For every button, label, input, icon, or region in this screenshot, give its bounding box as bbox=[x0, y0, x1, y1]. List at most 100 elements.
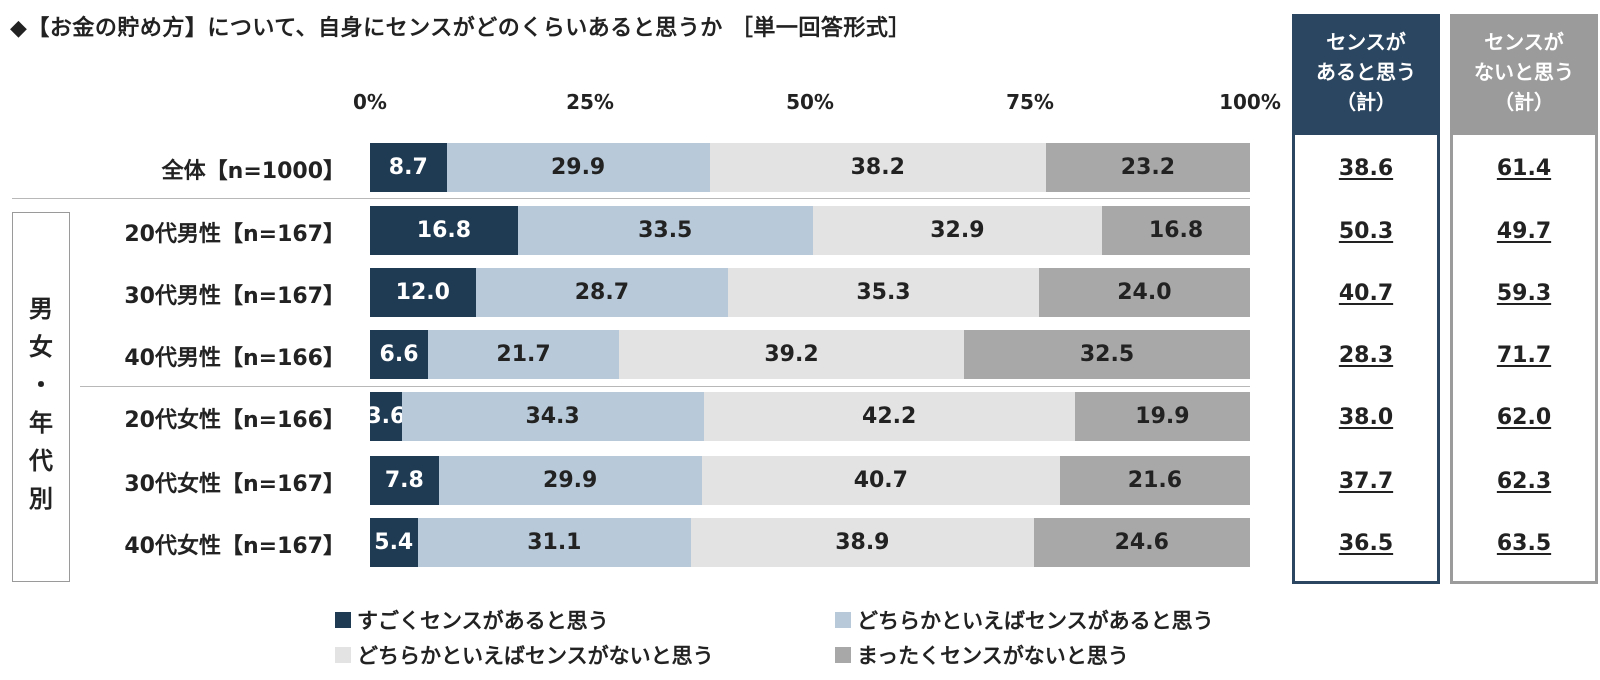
group-label-char: 女 bbox=[29, 333, 53, 361]
chart-title: ◆【お金の貯め方】について、自身にセンスがどのくらいあると思うか ［単一回答形式… bbox=[10, 16, 911, 41]
category-label: 30代男性【n=167】 bbox=[124, 284, 345, 309]
bar-segment: 39.2 bbox=[619, 330, 964, 379]
summary-header-line: （計） bbox=[1494, 90, 1554, 114]
separator-gender bbox=[80, 386, 1250, 387]
bar-segment: 32.9 bbox=[812, 206, 1103, 255]
bar-value-label: 39.2 bbox=[764, 342, 819, 367]
summary-value: 62.0 bbox=[1496, 405, 1552, 430]
bar-value-label: 7.8 bbox=[384, 468, 424, 493]
bar-segment: 38.2 bbox=[709, 143, 1046, 192]
x-tick-label: 100% bbox=[1219, 90, 1281, 114]
summary-column-no: センスが ないと思う （計） 61.4 49.7 59.3 71.7 62.0 62.3 63.… bbox=[1450, 14, 1598, 584]
summary-header-line: あると思う bbox=[1316, 60, 1416, 84]
bar-value-label: 21.6 bbox=[1127, 468, 1183, 493]
summary-value: 59.3 bbox=[1496, 281, 1552, 306]
legend-label: どちらかといえばセンスがあると思う bbox=[857, 609, 1214, 633]
legend-label: まったくセンスがないと思う bbox=[857, 644, 1129, 668]
bar-value-label: 35.3 bbox=[856, 280, 911, 305]
group-label: 男女・年代別 bbox=[12, 290, 70, 518]
summary-value: 38.0 bbox=[1338, 405, 1394, 430]
bar-segment: 28.7 bbox=[475, 268, 729, 317]
summary-value: 37.7 bbox=[1338, 469, 1394, 494]
bar-segment: 35.3 bbox=[728, 268, 1039, 317]
bar-value-label: 29.9 bbox=[543, 468, 598, 493]
bar-segment: 21.7 bbox=[428, 330, 620, 379]
x-tick-label: 25% bbox=[566, 90, 614, 114]
bar-segment: 8.7 bbox=[370, 143, 447, 192]
summary-value: 61.4 bbox=[1496, 156, 1552, 181]
bar-segment: 5.4 bbox=[370, 518, 418, 567]
legend-swatch bbox=[335, 612, 351, 628]
separator-total bbox=[12, 198, 1250, 199]
bar-value-label: 33.5 bbox=[638, 218, 693, 243]
category-label: 全体【n=1000】 bbox=[161, 159, 345, 184]
bar-value-label: 12.0 bbox=[395, 280, 450, 305]
category-label: 40代女性【n=167】 bbox=[124, 534, 345, 559]
bar-value-label: 32.9 bbox=[930, 218, 985, 243]
summary-value: 40.7 bbox=[1338, 281, 1394, 306]
legend-item-3: どちらかといえばセンスがないと思う bbox=[335, 640, 714, 670]
summary-value: 28.3 bbox=[1338, 343, 1394, 368]
bar-value-label: 42.2 bbox=[862, 404, 917, 429]
bar-segment: 3.6 bbox=[370, 392, 402, 441]
summary-column-yes: センスが あると思う （計） 38.6 50.3 40.7 28.3 38.0 37.7 36.… bbox=[1292, 14, 1440, 584]
bar-segment: 16.8 bbox=[370, 206, 518, 255]
bar-segment: 24.0 bbox=[1038, 268, 1250, 317]
bar-value-label: 24.0 bbox=[1117, 280, 1172, 305]
bar-value-label: 29.9 bbox=[550, 155, 606, 180]
summary-value: 50.3 bbox=[1338, 219, 1394, 244]
bar-value-label: 5.4 bbox=[374, 530, 414, 555]
legend-item-1: すごくセンスがあると思う bbox=[335, 605, 609, 635]
bar-value-label: 19.9 bbox=[1135, 404, 1190, 429]
bar-segment: 42.2 bbox=[703, 392, 1075, 441]
legend-swatch bbox=[335, 647, 351, 663]
bar-value-label: 23.2 bbox=[1120, 155, 1176, 180]
x-tick-label: 0% bbox=[353, 90, 387, 114]
bar-value-label: 16.8 bbox=[416, 218, 472, 243]
bar-value-label: 34.3 bbox=[525, 404, 580, 429]
bar-segment: 40.7 bbox=[701, 456, 1060, 505]
summary-header-line: （計） bbox=[1336, 90, 1396, 114]
category-label: 30代女性【n=167】 bbox=[124, 472, 345, 497]
summary-header-line: センスが bbox=[1326, 30, 1406, 54]
legend-item-4: まったくセンスがないと思う bbox=[835, 640, 1129, 670]
category-label: 20代女性【n=166】 bbox=[124, 408, 345, 433]
category-label: 20代男性【n=167】 bbox=[124, 222, 345, 247]
bar-value-label: 24.6 bbox=[1114, 530, 1169, 555]
summary-value: 62.3 bbox=[1496, 469, 1552, 494]
legend-swatch bbox=[835, 647, 851, 663]
group-label-char: 別 bbox=[29, 485, 53, 513]
bar-value-label: 6.6 bbox=[379, 342, 419, 367]
summary-value: 63.5 bbox=[1496, 531, 1552, 556]
summary-value: 36.5 bbox=[1338, 531, 1394, 556]
bar-segment: 29.9 bbox=[438, 456, 702, 505]
summary-header-line: ないと思う bbox=[1474, 60, 1574, 84]
bar-value-label: 21.7 bbox=[496, 342, 551, 367]
group-label-char: 男 bbox=[29, 295, 53, 323]
bar-segment: 38.9 bbox=[691, 518, 1034, 567]
summary-header-yes: センスがあると思う （計） bbox=[1295, 17, 1437, 135]
bar-segment: 23.2 bbox=[1045, 143, 1250, 192]
legend-item-2: どちらかといえばセンスがあると思う bbox=[835, 605, 1214, 635]
bar-segment: 33.5 bbox=[517, 206, 813, 255]
bar-value-label: 38.9 bbox=[835, 530, 890, 555]
group-bracket bbox=[12, 212, 70, 582]
bar-value-label: 28.7 bbox=[574, 280, 629, 305]
bar-segment: 29.9 bbox=[446, 143, 710, 192]
bar-segment: 16.8 bbox=[1102, 206, 1250, 255]
category-label: 40代男性【n=166】 bbox=[124, 346, 345, 371]
summary-value: 49.7 bbox=[1496, 219, 1552, 244]
bar-segment: 32.5 bbox=[964, 330, 1250, 379]
bar-value-label: 8.7 bbox=[388, 155, 428, 180]
group-label-char: 年 bbox=[29, 409, 53, 437]
legend-label: どちらかといえばセンスがないと思う bbox=[357, 644, 714, 668]
x-tick-label: 75% bbox=[1006, 90, 1054, 114]
legend-label: すごくセンスがあると思う bbox=[357, 609, 609, 633]
bar-value-label: 31.1 bbox=[527, 530, 582, 555]
bar-segment: 7.8 bbox=[370, 456, 439, 505]
x-tick-label: 50% bbox=[786, 90, 834, 114]
bar-segment: 21.6 bbox=[1059, 456, 1250, 505]
bar-segment: 31.1 bbox=[417, 518, 692, 567]
bar-segment: 12.0 bbox=[370, 268, 476, 317]
bar-value-label: 32.5 bbox=[1079, 342, 1135, 367]
